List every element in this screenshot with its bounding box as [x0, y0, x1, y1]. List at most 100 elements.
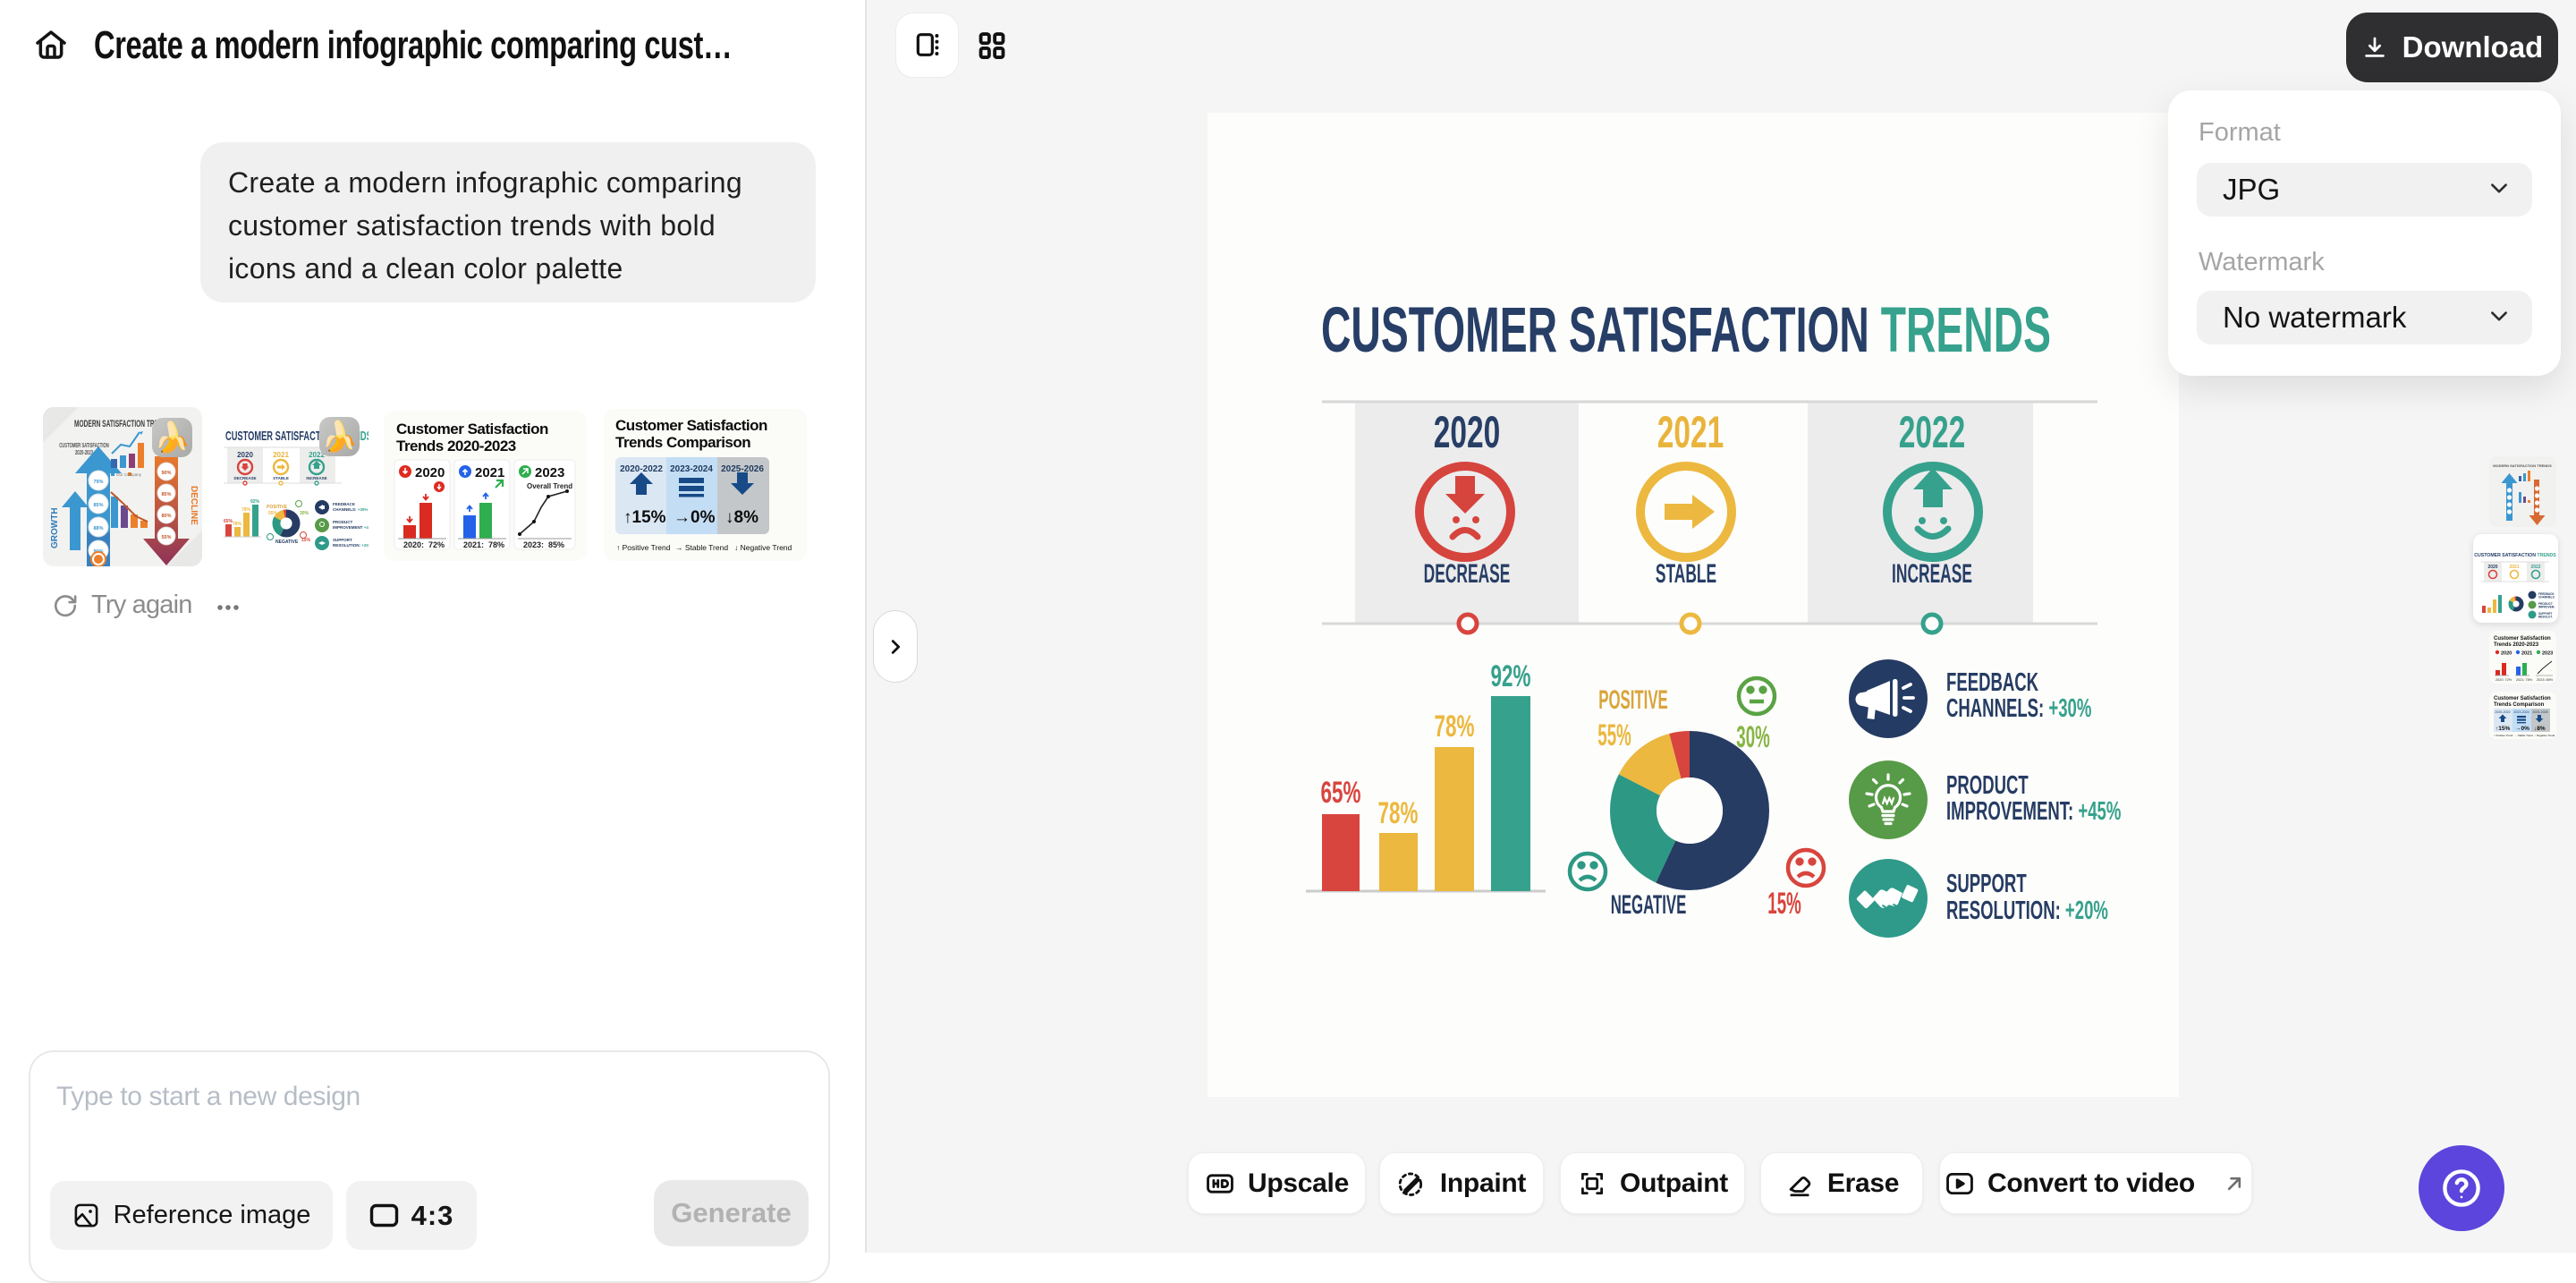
svg-text:SUPPORT: SUPPORT [333, 538, 352, 542]
svg-text:CHANNELS: +30%: CHANNELS: +30% [333, 507, 368, 512]
svg-text:2023: 85%: 2023: 85% [2537, 678, 2554, 682]
svg-text:2022: 2022 [1899, 407, 1966, 457]
svg-text:DECREASE: DECREASE [1424, 559, 1511, 589]
svg-text:POSITIVE: POSITIVE [1598, 685, 1667, 715]
svg-text:CUSTOMER SATISFACTION TRENDS: CUSTOMER SATISFACTION TRENDS [2474, 553, 2556, 558]
svg-text:RESOLUTION: +20%: RESOLUTION: +20% [333, 543, 369, 548]
svg-text:78%: 78% [242, 507, 251, 513]
svg-text:2023-2024: 2023-2024 [670, 464, 713, 474]
svg-text:IMPROVEMENT: +45%: IMPROVEMENT: +45% [1946, 797, 2121, 826]
svg-text:IMPROVEM.: IMPROVEM. [2538, 606, 2555, 609]
svg-text:SUPPORT: SUPPORT [1946, 870, 2027, 898]
svg-text:→0%: →0% [2515, 726, 2529, 732]
svg-text:Customer Satisfaction: Customer Satisfaction [615, 417, 767, 434]
svg-text:SUPPORT: SUPPORT [2538, 612, 2552, 616]
svg-text:GROWTH: GROWTH [50, 507, 60, 548]
svg-text:↓8%: ↓8% [2534, 726, 2546, 732]
svg-text:Trends 2020-2023: Trends 2020-2023 [2494, 642, 2539, 648]
svg-text:→ Stable Trend: → Stable Trend [675, 543, 728, 552]
svg-text:→0%: →0% [674, 508, 716, 527]
svg-text:2021: 2021 [2521, 651, 2532, 657]
svg-text:NEGATIVE: NEGATIVE [1611, 890, 1687, 920]
svg-text:2020: 72%: 2020: 72% [2496, 678, 2512, 682]
svg-text:CUSTOMER SATISFACTION TRENDS: CUSTOMER SATISFACTION TRENDS [1321, 294, 2051, 365]
svg-text:↑15%: ↑15% [2496, 726, 2510, 732]
svg-text:MODERN SATISFACTION TRENDS: MODERN SATISFACTION TRENDS [2493, 463, 2552, 468]
svg-text:85%: 85% [93, 503, 103, 508]
svg-text:Overall Trend: Overall Trend [527, 482, 572, 490]
svg-text:CHANNELS: +30%: CHANNELS: +30% [1946, 694, 2091, 723]
svg-text:↑15%: ↑15% [623, 508, 666, 527]
svg-text:Trends Comparison: Trends Comparison [2494, 702, 2545, 708]
svg-text:2020: 2020 [2487, 565, 2497, 570]
svg-text:Trends Comparison: Trends Comparison [615, 434, 750, 451]
svg-text:2020: 2020 [2501, 651, 2512, 657]
svg-text:55%: 55% [1597, 718, 1631, 752]
svg-text:2020: 2020 [237, 451, 253, 459]
svg-text:65%: 65% [224, 519, 233, 524]
svg-text:30%: 30% [300, 511, 309, 516]
svg-text:↑ Positive Trend → Stable Tre: ↑ Positive Trend → Stable Trend ↓ Negati… [2494, 734, 2555, 737]
svg-text:2023: 2023 [2542, 651, 2553, 657]
svg-text:2022: 2022 [2530, 565, 2540, 570]
svg-text:CUSTOMER SATISFACTION: CUSTOMER SATISFACTION [59, 443, 109, 449]
svg-text:92%: 92% [250, 499, 260, 505]
svg-text:RESOLUTION: +20%: RESOLUTION: +20% [1946, 896, 2108, 925]
svg-text:90%: 90% [161, 471, 171, 476]
svg-text:DECREASE: DECREASE [233, 476, 256, 480]
svg-text:2021: 2021 [1657, 407, 1724, 457]
svg-text:2020: 72%: 2020: 72% [403, 540, 445, 549]
svg-text:88%: 88% [93, 526, 103, 531]
svg-text:2020: 2020 [415, 465, 445, 480]
svg-text:78%: 78% [1435, 709, 1475, 743]
svg-text:CHANNELS: CHANNELS [2538, 596, 2555, 599]
svg-text:65%: 65% [1321, 776, 1361, 810]
svg-text:78%: 78% [233, 522, 242, 527]
svg-text:2022: 2022 [309, 451, 325, 459]
svg-text:15%: 15% [301, 538, 311, 543]
svg-text:FEEDBACK: FEEDBACK [2538, 592, 2555, 596]
svg-text:2023-2024: 2023-2024 [2513, 710, 2529, 714]
svg-text:2025-2026: 2025-2026 [721, 464, 764, 474]
svg-text:POSITIVE: POSITIVE [267, 505, 288, 510]
svg-text:FEEDBACK: FEEDBACK [1946, 668, 2038, 697]
svg-text:Our Company: Our Company [116, 472, 142, 477]
svg-text:92%: 92% [1491, 659, 1531, 693]
svg-text:↓ Negative Trend: ↓ Negative Trend [734, 543, 792, 552]
svg-text:2020-2022: 2020-2022 [620, 464, 663, 474]
svg-text:STABLE: STABLE [273, 476, 289, 480]
svg-text:Customer Satisfaction: Customer Satisfaction [2494, 696, 2551, 701]
svg-text:80%: 80% [161, 514, 171, 519]
svg-text:2025-2026: 2025-2026 [2532, 710, 2547, 714]
svg-text:↓8%: ↓8% [725, 508, 758, 527]
svg-text:FEEDBACK: FEEDBACK [333, 502, 356, 506]
svg-text:2021: 2021 [2509, 565, 2519, 570]
svg-text:2020: 2020 [1434, 407, 1501, 457]
svg-text:15%: 15% [1767, 886, 1801, 920]
svg-text:Customer Satisfaction: Customer Satisfaction [2494, 636, 2551, 642]
svg-text:2021: 78%: 2021: 78% [463, 540, 504, 549]
svg-text:DECLINE: DECLINE [189, 486, 199, 525]
svg-text:MODERN SATISFACTION TRENDS: MODERN SATISFACTION TRENDS [74, 418, 171, 429]
svg-text:2021: 2021 [475, 465, 504, 480]
svg-text:STABLE: STABLE [1656, 559, 1716, 589]
svg-text:55%: 55% [268, 511, 278, 516]
svg-text:IMPROVEMENT +45%: IMPROVEMENT +45% [333, 525, 369, 530]
svg-text:30%: 30% [1736, 719, 1769, 753]
svg-text:INCREASE: INCREASE [306, 476, 326, 480]
svg-text:2020-2022: 2020-2022 [2495, 710, 2510, 714]
svg-text:2021: 2021 [273, 451, 289, 459]
svg-text:85%: 85% [161, 492, 171, 497]
svg-text:Trends 2020-2023: Trends 2020-2023 [396, 438, 516, 455]
svg-text:INCREASE: INCREASE [1892, 559, 1972, 589]
svg-text:79%: 79% [93, 480, 103, 485]
svg-text:RESOLUT.: RESOLUT. [2538, 616, 2553, 619]
svg-text:2021: 78%: 2021: 78% [2516, 678, 2533, 682]
svg-text:NEGATIVE: NEGATIVE [275, 540, 299, 545]
svg-text:PRODUCT: PRODUCT [2538, 602, 2553, 606]
svg-text:PRODUCT: PRODUCT [333, 520, 353, 524]
svg-text:2020-2023: 2020-2023 [75, 450, 93, 456]
svg-text:Customer Satisfaction: Customer Satisfaction [396, 421, 548, 438]
svg-text:PRODUCT: PRODUCT [1946, 771, 2029, 800]
svg-text:78%: 78% [1378, 796, 1419, 830]
